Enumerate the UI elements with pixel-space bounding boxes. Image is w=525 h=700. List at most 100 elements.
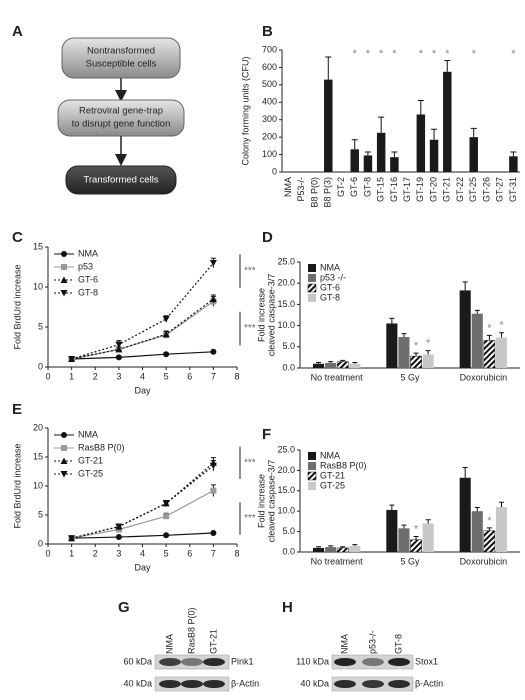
series-line	[71, 298, 214, 360]
y-tick-label: 15.0	[277, 485, 295, 495]
x-tick-label: Doxorubicin	[460, 556, 508, 566]
x-tick-label: 5 Gy	[400, 372, 420, 382]
y-tick-label: 700	[262, 44, 277, 54]
x-tick-label: 7	[211, 371, 216, 381]
bar	[495, 337, 508, 368]
x-tick-label: 8	[234, 548, 239, 558]
x-tick-label: B8 P(0)	[309, 177, 319, 208]
bar	[398, 337, 410, 368]
bar	[349, 545, 361, 552]
legend-label: GT-25	[78, 468, 103, 478]
significance: *	[487, 515, 492, 527]
bar	[410, 355, 422, 369]
error-bar	[510, 151, 517, 157]
marker	[68, 356, 76, 363]
x-tick-label: 1	[69, 548, 74, 558]
error-bar	[316, 361, 322, 364]
y-tick-label: 15.0	[277, 299, 295, 309]
x-tick-label: 8	[234, 371, 239, 381]
x-tick-label: 5	[164, 548, 169, 558]
blot-band	[388, 658, 410, 666]
bar	[350, 149, 359, 172]
error-bar	[389, 504, 395, 510]
marker	[163, 513, 170, 520]
x-axis-label: Day	[134, 562, 151, 572]
legend-marker	[61, 251, 67, 257]
marker	[163, 351, 170, 358]
size-label: 40 kDa	[300, 678, 329, 688]
bar	[410, 539, 422, 553]
error-bar	[328, 361, 334, 363]
blot-band	[334, 680, 356, 688]
error-bar	[486, 334, 492, 341]
annotation: ***	[244, 323, 256, 334]
bar	[386, 323, 398, 368]
significance: *	[472, 48, 477, 60]
error-bar	[351, 139, 358, 150]
blot-band	[362, 658, 384, 666]
protein-label: Stox1	[415, 656, 438, 666]
marker	[210, 348, 217, 355]
marker	[162, 316, 170, 323]
marker	[115, 354, 122, 361]
legend-label: NMA	[320, 262, 340, 272]
panel-label: E	[12, 401, 22, 418]
x-tick-label: 4	[140, 371, 145, 381]
x-tick-label: 1	[69, 371, 74, 381]
y-tick-label: 25.0	[277, 444, 295, 454]
y-tick-label: 5	[38, 321, 43, 331]
marker	[162, 500, 170, 507]
y-tick-label: 10.0	[277, 320, 295, 330]
legend-swatch	[308, 462, 316, 470]
bar	[429, 139, 439, 172]
panel-label: H	[282, 599, 293, 616]
node-text: Retroviral gene-trap	[79, 106, 163, 117]
lane-label: RasB8 P(0)	[186, 607, 196, 654]
error-bar	[470, 127, 477, 138]
blot-band	[159, 658, 181, 666]
bar	[471, 511, 483, 552]
bar	[312, 363, 325, 368]
y-tick-label: 25.0	[277, 256, 295, 266]
x-tick-label: 3	[116, 371, 121, 381]
legend-label: GT-6	[320, 282, 340, 292]
bar	[509, 156, 518, 172]
x-tick-label: 5 Gy	[400, 556, 420, 566]
x-tick-label: GT-27	[495, 177, 505, 202]
significance: *	[379, 48, 384, 60]
y-axis-label: Fold BrdUrd increase	[12, 443, 22, 528]
bar	[495, 507, 508, 552]
error-bar	[352, 361, 358, 364]
y-axis-label: Fold increase	[256, 288, 266, 342]
y-tick-label: 500	[262, 79, 277, 89]
y-tick-label: 0	[272, 166, 277, 176]
x-tick-label: GT-25	[468, 177, 478, 202]
legend-label: GT-21	[320, 470, 345, 480]
error-bar	[498, 332, 504, 338]
size-label: 60 kDa	[123, 656, 152, 666]
y-tick-label: 600	[262, 62, 277, 72]
blot-band	[388, 680, 410, 688]
blot-band	[334, 658, 356, 666]
bar	[325, 547, 337, 552]
x-tick-label: 2	[93, 548, 98, 558]
bar	[422, 354, 434, 368]
error-bar	[462, 467, 468, 478]
error-bar	[378, 116, 385, 133]
error-bar	[340, 546, 346, 548]
bar	[398, 528, 410, 552]
y-tick-label: 300	[262, 114, 277, 124]
error-bar	[413, 352, 419, 357]
x-tick-label: GT-8	[362, 177, 372, 197]
x-tick-label: GT-19	[415, 177, 425, 202]
bar	[483, 530, 496, 553]
bar	[324, 79, 333, 172]
blot-band	[181, 658, 203, 666]
bar	[363, 155, 373, 172]
x-tick-label: GT-22	[455, 177, 465, 202]
x-tick-label: 5	[164, 371, 169, 381]
x-axis-label: Day	[134, 385, 151, 395]
legend-marker	[60, 471, 68, 478]
